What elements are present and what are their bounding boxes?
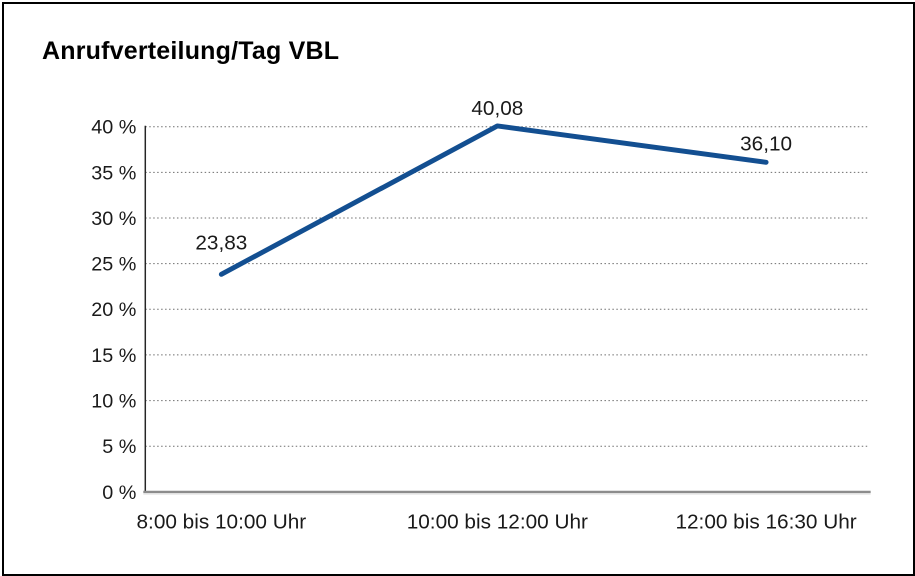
y-axis-tick-label: 15 % <box>91 345 136 367</box>
y-axis-tick-label: 10 % <box>91 391 136 413</box>
chart-title: Anrufverteilung/Tag VBL <box>42 37 340 65</box>
data-point-label: 40,08 <box>471 97 523 120</box>
line-chart-canvas: 0 % 5 % 10 % 15 % 20 % 25 % 30 % 35 % 40 % 8:00 b… <box>91 97 871 533</box>
x-axis-category-label: 12:00 bis 16:30 Uhr <box>675 510 856 533</box>
y-axis-tick-label: 20 % <box>91 299 136 321</box>
series-line <box>218 123 769 277</box>
data-point-label: 36,10 <box>740 132 792 155</box>
y-axis-tick-label: 5 % <box>102 436 136 458</box>
x-axis-category-label: 10:00 bis 12:00 Uhr <box>407 510 588 533</box>
x-axis-category-label: 8:00 bis 10:00 Uhr <box>137 510 307 533</box>
y-axis-tick-label: 25 % <box>91 254 136 276</box>
y-axis-tick-label: 0 % <box>102 482 136 504</box>
y-axis-tick-label: 35 % <box>91 162 136 184</box>
data-point-label: 23,83 <box>195 232 247 255</box>
y-axis-tick-label: 40 % <box>91 117 136 139</box>
y-axis-tick-label: 30 % <box>91 208 136 230</box>
